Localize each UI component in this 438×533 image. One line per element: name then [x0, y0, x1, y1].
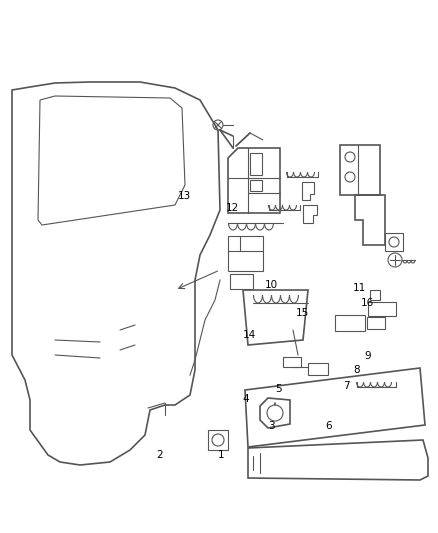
- Text: 12: 12: [226, 203, 239, 213]
- Text: 9: 9: [364, 351, 371, 361]
- Bar: [208, 430, 228, 450]
- Text: 10: 10: [265, 280, 278, 290]
- Text: 16: 16: [361, 298, 374, 308]
- Text: 2: 2: [156, 450, 163, 459]
- Text: 6: 6: [325, 422, 332, 431]
- Text: 14: 14: [243, 330, 256, 340]
- Bar: [250, 180, 262, 191]
- Bar: [368, 302, 396, 316]
- Bar: [283, 357, 301, 367]
- Bar: [370, 290, 380, 300]
- Text: 4: 4: [242, 394, 249, 403]
- Text: 1: 1: [218, 450, 225, 459]
- Text: 3: 3: [268, 422, 275, 431]
- Text: 5: 5: [275, 384, 282, 394]
- Text: 13: 13: [177, 191, 191, 201]
- Bar: [340, 145, 380, 195]
- Text: 15: 15: [296, 309, 309, 318]
- Bar: [367, 317, 385, 329]
- Bar: [250, 153, 262, 175]
- Text: 7: 7: [343, 382, 350, 391]
- Bar: [335, 315, 365, 331]
- Bar: [308, 363, 328, 375]
- Bar: [385, 233, 403, 251]
- Text: 8: 8: [353, 366, 360, 375]
- Text: 11: 11: [353, 283, 366, 293]
